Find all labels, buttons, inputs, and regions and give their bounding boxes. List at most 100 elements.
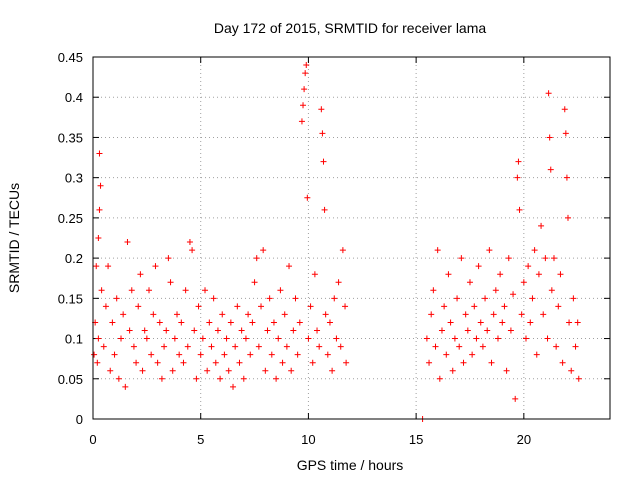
data-point xyxy=(520,279,527,286)
data-point xyxy=(260,247,267,254)
data-point xyxy=(531,247,538,254)
y-tick-label: 0.35 xyxy=(58,130,83,145)
grid-lines xyxy=(93,57,610,419)
data-point xyxy=(135,303,142,310)
data-point xyxy=(490,311,497,318)
data-point xyxy=(102,303,109,310)
data-point xyxy=(438,327,445,334)
data-point xyxy=(460,359,467,366)
data-point xyxy=(503,367,510,374)
data-point xyxy=(566,319,573,326)
data-point xyxy=(111,351,118,358)
data-point xyxy=(208,343,215,350)
data-point xyxy=(471,303,478,310)
data-point xyxy=(245,311,252,318)
data-point xyxy=(93,263,100,270)
data-point xyxy=(555,303,562,310)
data-point xyxy=(331,295,338,302)
data-point xyxy=(137,271,144,278)
data-point xyxy=(477,319,484,326)
data-point xyxy=(557,271,564,278)
data-point xyxy=(321,206,328,213)
data-point xyxy=(141,327,148,334)
data-point xyxy=(230,383,237,390)
data-point xyxy=(454,295,461,302)
data-point xyxy=(94,359,101,366)
data-point xyxy=(120,311,127,318)
data-point xyxy=(492,287,499,294)
data-point xyxy=(242,335,249,342)
data-point xyxy=(462,311,469,318)
data-point xyxy=(320,158,327,165)
data-point xyxy=(219,311,226,318)
y-tick-label: 0 xyxy=(76,412,83,427)
data-point xyxy=(95,335,102,342)
data-point xyxy=(249,319,256,326)
data-point xyxy=(324,351,331,358)
data-point xyxy=(329,367,336,374)
data-point xyxy=(184,343,191,350)
x-axis-label: GPS time / hours xyxy=(297,457,404,473)
data-point xyxy=(484,327,491,334)
data-point xyxy=(572,343,579,350)
data-point xyxy=(156,319,163,326)
data-point xyxy=(529,295,536,302)
data-point xyxy=(456,343,463,350)
data-point xyxy=(501,303,508,310)
data-point xyxy=(174,311,181,318)
data-point xyxy=(152,263,159,270)
data-point xyxy=(292,295,299,302)
data-point xyxy=(258,303,265,310)
y-tick-label: 0.1 xyxy=(65,332,83,347)
data-point xyxy=(130,343,137,350)
y-tick-label: 0.2 xyxy=(65,251,83,266)
data-point xyxy=(227,319,234,326)
data-point xyxy=(204,367,211,374)
data-point xyxy=(240,375,247,382)
data-point xyxy=(146,287,153,294)
y-tick-label: 0.15 xyxy=(58,291,83,306)
data-point xyxy=(300,102,307,109)
data-point xyxy=(342,303,349,310)
data-point xyxy=(307,303,314,310)
data-point xyxy=(176,351,183,358)
data-point xyxy=(266,295,273,302)
data-point xyxy=(525,263,532,270)
data-point xyxy=(148,351,155,358)
y-tick-label: 0.45 xyxy=(58,50,83,65)
data-point xyxy=(283,343,290,350)
data-point xyxy=(133,359,140,366)
data-point xyxy=(314,327,321,334)
data-points xyxy=(91,62,582,422)
data-point xyxy=(562,130,569,137)
data-point xyxy=(441,303,448,310)
data-point xyxy=(436,375,443,382)
data-point xyxy=(426,359,433,366)
data-point xyxy=(122,383,129,390)
data-point xyxy=(100,343,107,350)
axis-ticks: 0 0.05 0.1 0.15 0.2 0.25 0.3 0.35 0.4 0.45 0 5 10 15 2… xyxy=(58,50,610,447)
data-point xyxy=(507,327,514,334)
data-point xyxy=(268,351,275,358)
data-point xyxy=(522,335,529,342)
data-point xyxy=(95,235,102,241)
data-point xyxy=(180,359,187,366)
data-point xyxy=(445,271,452,278)
data-point xyxy=(548,287,555,294)
data-point xyxy=(193,375,200,382)
data-point xyxy=(236,359,243,366)
data-point xyxy=(550,255,557,262)
data-point xyxy=(178,319,185,326)
data-point xyxy=(546,134,553,141)
data-point xyxy=(124,239,131,246)
data-point xyxy=(309,359,316,366)
data-point xyxy=(202,287,209,294)
data-point xyxy=(96,150,103,157)
data-point xyxy=(473,335,480,342)
y-tick-label: 0.25 xyxy=(58,211,83,226)
data-point xyxy=(538,222,545,229)
data-point xyxy=(510,291,517,298)
data-point xyxy=(322,311,329,318)
data-point xyxy=(428,311,435,318)
